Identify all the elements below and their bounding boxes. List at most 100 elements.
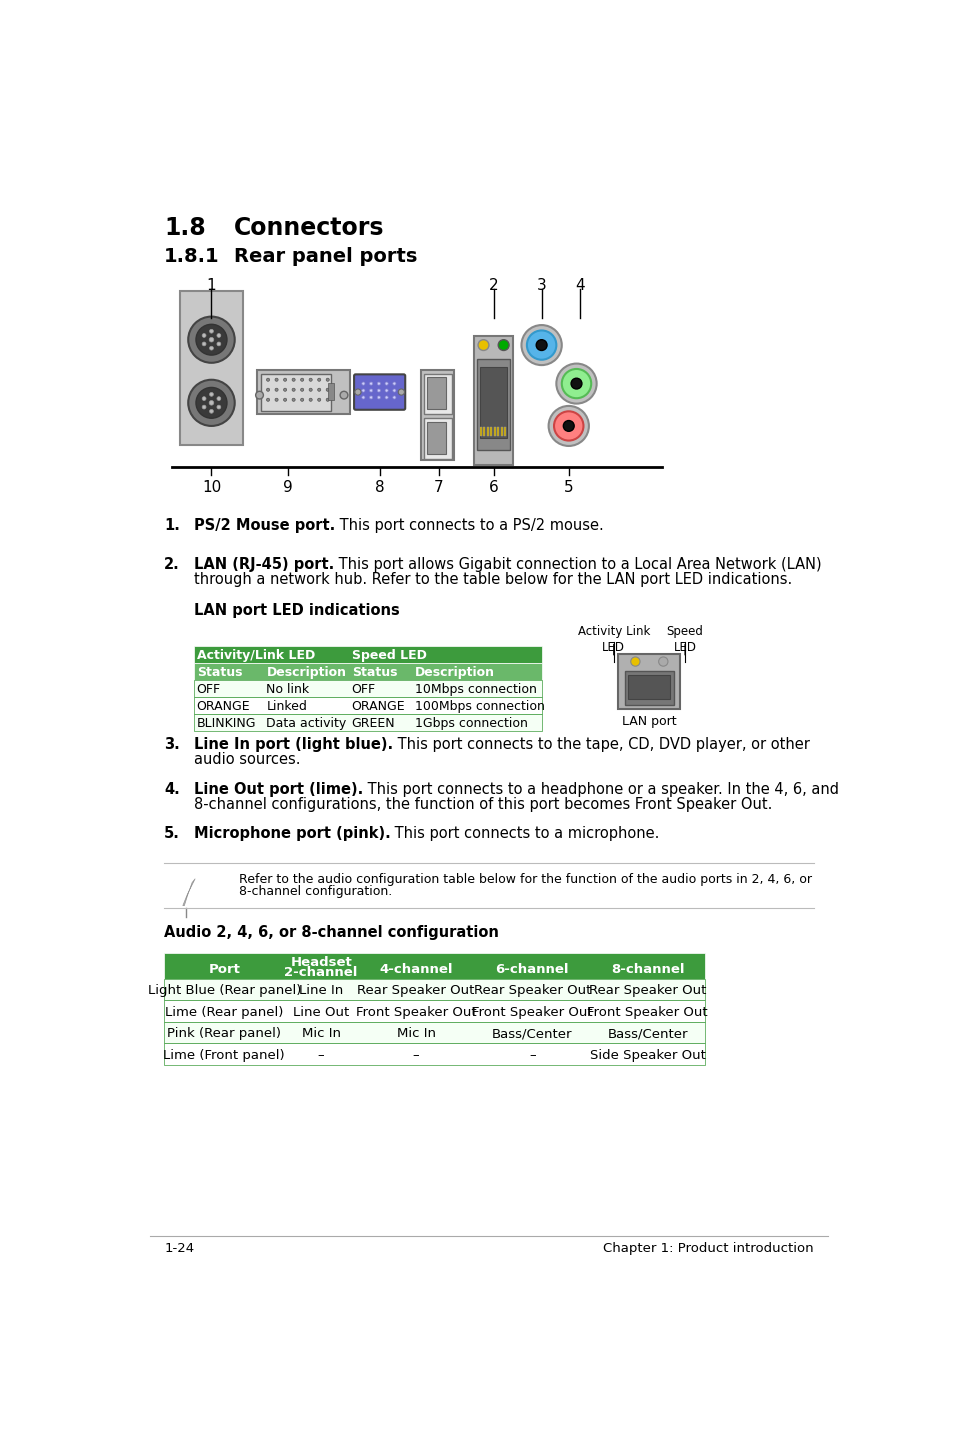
Text: 1-24: 1-24 bbox=[164, 1242, 194, 1254]
FancyBboxPatch shape bbox=[490, 427, 492, 435]
FancyBboxPatch shape bbox=[476, 359, 509, 450]
Text: 1.: 1. bbox=[164, 518, 180, 533]
Text: Rear Speaker Out: Rear Speaker Out bbox=[589, 984, 706, 997]
FancyBboxPatch shape bbox=[164, 1022, 704, 1044]
Circle shape bbox=[326, 398, 329, 401]
Circle shape bbox=[562, 421, 574, 431]
FancyBboxPatch shape bbox=[486, 427, 488, 435]
Circle shape bbox=[477, 339, 488, 351]
Circle shape bbox=[202, 397, 206, 401]
Circle shape bbox=[188, 379, 234, 425]
Circle shape bbox=[361, 382, 365, 385]
Text: Line Out: Line Out bbox=[293, 1005, 349, 1018]
Text: 1Gbps connection: 1Gbps connection bbox=[415, 717, 528, 730]
Text: Speed LED: Speed LED bbox=[352, 649, 426, 662]
Circle shape bbox=[300, 398, 303, 401]
Text: Lime (Rear panel): Lime (Rear panel) bbox=[165, 1005, 283, 1018]
Circle shape bbox=[385, 382, 388, 385]
Text: audio sources.: audio sources. bbox=[193, 752, 300, 768]
Text: LAN port LED indications: LAN port LED indications bbox=[193, 603, 399, 619]
Circle shape bbox=[210, 410, 213, 414]
Text: No link: No link bbox=[266, 683, 310, 696]
Text: 4.: 4. bbox=[164, 782, 180, 796]
Text: This port connects to the tape, CD, DVD player, or other: This port connects to the tape, CD, DVD … bbox=[393, 737, 809, 752]
Text: Front Speaker Out: Front Speaker Out bbox=[355, 1005, 476, 1018]
Circle shape bbox=[209, 401, 213, 405]
Circle shape bbox=[385, 395, 388, 400]
Text: Speed
LED: Speed LED bbox=[666, 624, 702, 653]
Circle shape bbox=[377, 382, 380, 385]
Text: Bass/Center: Bass/Center bbox=[492, 1027, 572, 1040]
Circle shape bbox=[283, 378, 286, 381]
Text: This port connects to a headphone or a speaker. In the 4, 6, and: This port connects to a headphone or a s… bbox=[362, 782, 838, 796]
Circle shape bbox=[202, 405, 206, 410]
Circle shape bbox=[556, 364, 596, 404]
Circle shape bbox=[216, 342, 220, 347]
FancyBboxPatch shape bbox=[423, 418, 452, 460]
Text: Side Speaker Out: Side Speaker Out bbox=[589, 1048, 705, 1063]
FancyBboxPatch shape bbox=[261, 374, 331, 411]
Circle shape bbox=[326, 388, 329, 391]
Circle shape bbox=[377, 390, 380, 392]
Circle shape bbox=[340, 391, 348, 400]
Circle shape bbox=[397, 390, 404, 395]
Circle shape bbox=[630, 657, 639, 666]
FancyBboxPatch shape bbox=[500, 427, 502, 435]
Circle shape bbox=[326, 378, 329, 381]
Text: 3.: 3. bbox=[164, 737, 180, 752]
Text: 2-channel: 2-channel bbox=[284, 967, 357, 979]
FancyBboxPatch shape bbox=[423, 374, 452, 414]
Text: BLINKING: BLINKING bbox=[196, 717, 256, 730]
Circle shape bbox=[355, 390, 360, 395]
Circle shape bbox=[497, 339, 509, 351]
FancyBboxPatch shape bbox=[164, 979, 704, 1001]
Circle shape bbox=[571, 378, 581, 390]
Text: Microphone port (pink).: Microphone port (pink). bbox=[193, 826, 390, 842]
FancyBboxPatch shape bbox=[164, 952, 704, 979]
Text: 7: 7 bbox=[434, 480, 443, 495]
Text: Mic In: Mic In bbox=[396, 1027, 436, 1040]
Text: 6: 6 bbox=[488, 480, 497, 495]
Circle shape bbox=[210, 347, 213, 349]
Circle shape bbox=[266, 388, 270, 391]
Text: ORANGE: ORANGE bbox=[352, 700, 405, 713]
Text: LAN (RJ-45) port.: LAN (RJ-45) port. bbox=[193, 557, 334, 571]
Text: This port allows Gigabit connection to a Local Area Network (LAN): This port allows Gigabit connection to a… bbox=[334, 557, 821, 571]
Circle shape bbox=[317, 378, 320, 381]
Circle shape bbox=[292, 398, 294, 401]
Text: 4: 4 bbox=[575, 278, 584, 294]
FancyBboxPatch shape bbox=[164, 1044, 704, 1065]
Text: 8-channel: 8-channel bbox=[611, 962, 684, 975]
Circle shape bbox=[317, 398, 320, 401]
Text: Connectors: Connectors bbox=[233, 216, 384, 241]
FancyBboxPatch shape bbox=[482, 427, 485, 435]
FancyBboxPatch shape bbox=[497, 427, 498, 435]
Circle shape bbox=[369, 382, 373, 385]
Circle shape bbox=[283, 388, 286, 391]
Circle shape bbox=[283, 398, 286, 401]
Text: Mic In: Mic In bbox=[301, 1027, 340, 1040]
Circle shape bbox=[188, 316, 234, 362]
Circle shape bbox=[317, 388, 320, 391]
Text: –: – bbox=[413, 1048, 419, 1063]
Polygon shape bbox=[183, 879, 195, 905]
Circle shape bbox=[554, 411, 583, 441]
Circle shape bbox=[209, 338, 213, 342]
Circle shape bbox=[292, 378, 294, 381]
Text: GREEN: GREEN bbox=[352, 717, 395, 730]
Circle shape bbox=[292, 388, 294, 391]
Circle shape bbox=[561, 369, 591, 398]
Text: 1.8: 1.8 bbox=[164, 216, 206, 241]
Circle shape bbox=[274, 388, 278, 391]
Circle shape bbox=[195, 324, 227, 355]
Circle shape bbox=[393, 395, 395, 400]
FancyBboxPatch shape bbox=[618, 654, 679, 709]
Text: Line Out port (lime).: Line Out port (lime). bbox=[193, 782, 362, 796]
Text: Line In port (light blue).: Line In port (light blue). bbox=[193, 737, 393, 752]
Text: 10Mbps connection: 10Mbps connection bbox=[415, 683, 537, 696]
Circle shape bbox=[210, 329, 213, 334]
Circle shape bbox=[548, 405, 588, 445]
Circle shape bbox=[393, 390, 395, 392]
Circle shape bbox=[210, 392, 213, 397]
Circle shape bbox=[274, 378, 278, 381]
